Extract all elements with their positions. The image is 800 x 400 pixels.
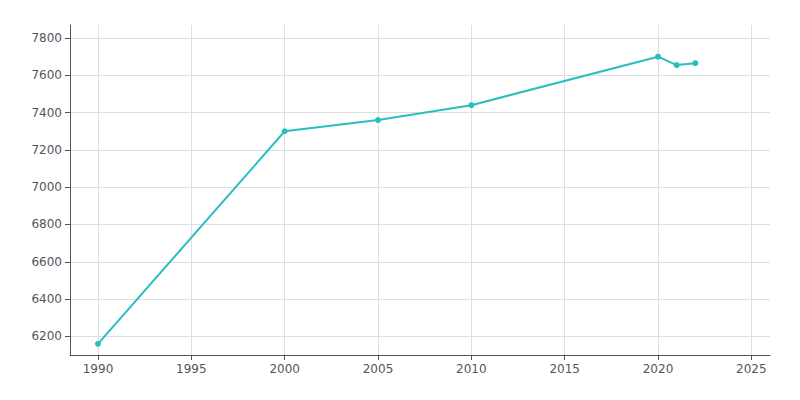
svg-text:6600: 6600 [31, 255, 62, 269]
svg-text:7800: 7800 [31, 31, 62, 45]
svg-text:1995: 1995 [176, 362, 207, 376]
svg-text:7600: 7600 [31, 68, 62, 82]
svg-text:2000: 2000 [269, 362, 300, 376]
svg-text:2025: 2025 [736, 362, 767, 376]
svg-text:7200: 7200 [31, 143, 62, 157]
svg-text:1990: 1990 [83, 362, 114, 376]
svg-text:2005: 2005 [363, 362, 394, 376]
svg-text:7000: 7000 [31, 180, 62, 194]
svg-text:7400: 7400 [31, 106, 62, 120]
svg-text:6200: 6200 [31, 329, 62, 343]
svg-text:2015: 2015 [549, 362, 580, 376]
svg-text:6800: 6800 [31, 217, 62, 231]
svg-text:2010: 2010 [456, 362, 487, 376]
svg-text:2020: 2020 [643, 362, 674, 376]
svg-text:6400: 6400 [31, 292, 62, 306]
